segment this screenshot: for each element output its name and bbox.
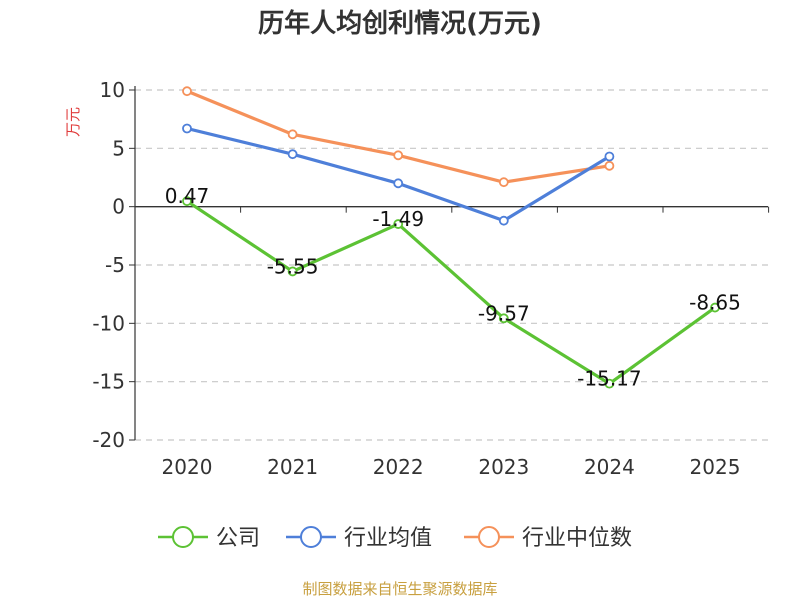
x-tick-label: 2020 (162, 455, 213, 479)
legend-label: 公司 (216, 526, 260, 551)
x-tick-label: 2024 (584, 455, 635, 479)
y-tick-label: -5 (105, 253, 125, 277)
x-tick-label: 2025 (690, 455, 741, 479)
x-tick-label: 2023 (478, 455, 529, 479)
data-point (393, 178, 404, 189)
data-point (393, 219, 404, 229)
y-tick-label: -20 (92, 428, 125, 452)
y-tick-labels: 10 5 0 -5 -10 -15 -20 (92, 78, 125, 452)
data-point (498, 313, 509, 324)
series-lines (182, 86, 720, 389)
x-tick-label: 2021 (267, 455, 318, 479)
y-tick-label: 5 (112, 136, 125, 160)
legend-label: 行业均值 (344, 526, 432, 551)
data-point (710, 302, 720, 313)
data-point (498, 177, 509, 188)
data-point (498, 215, 509, 226)
y-axis-label: 万元 (64, 107, 82, 137)
source-note: 制图数据来自恒生聚源数据库 (302, 580, 497, 598)
data-point (287, 266, 298, 277)
y-tick-label: -15 (92, 370, 125, 394)
data-point (604, 151, 615, 162)
data-labels: 0.47 -5.55 -1.49 -9.57 -15.17 -8.65 (165, 184, 741, 390)
data-point (604, 378, 615, 389)
legend-label: 行业中位数 (522, 526, 632, 551)
x-tick-label: 2022 (373, 455, 424, 479)
y-tick-label: 10 (100, 78, 125, 102)
data-label: -9.57 (478, 301, 530, 325)
data-label: -5.55 (267, 254, 319, 278)
y-tick-label: -10 (92, 311, 125, 335)
y-tick-label: 0 (112, 195, 125, 219)
grid-lines (135, 89, 768, 441)
data-point (182, 123, 192, 134)
data-label: -1.49 (372, 207, 424, 231)
data-point (393, 150, 404, 161)
data-point (182, 86, 192, 97)
data-label: -8.65 (689, 291, 741, 315)
legend: 公司 行业均值 行业中位数 (158, 526, 632, 551)
data-point (287, 149, 298, 160)
axes (129, 86, 770, 441)
data-label: 0.47 (165, 184, 210, 208)
data-label: -15.17 (577, 367, 641, 391)
data-point (182, 196, 192, 207)
legend-marker (300, 526, 322, 548)
x-tick-labels: 2020 2021 2022 2023 2024 2025 (162, 455, 741, 479)
data-point (604, 160, 615, 171)
chart-title: 历年人均创利情况(万元) (258, 8, 542, 39)
data-point (287, 129, 298, 140)
legend-marker (478, 526, 500, 548)
series-line-0 (186, 199, 716, 386)
series-line-2 (186, 89, 610, 184)
legend-marker (172, 526, 194, 548)
